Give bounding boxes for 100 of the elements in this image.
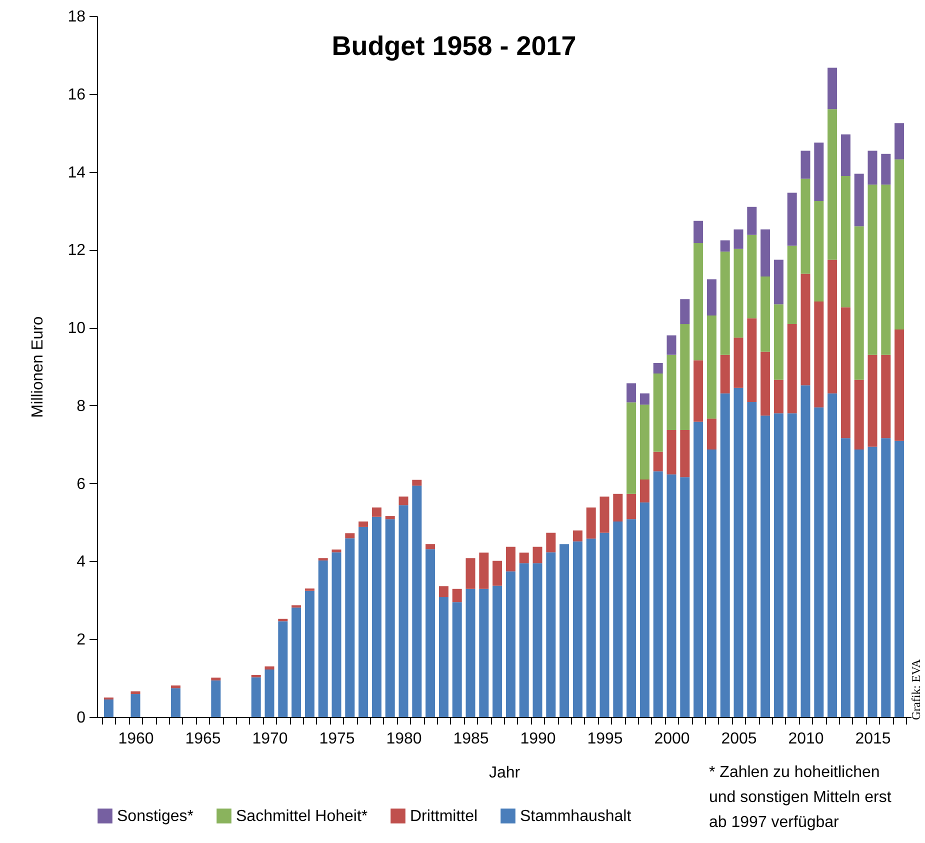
bar (653, 362, 663, 374)
y-tick-label: 18 (68, 8, 86, 26)
bar (840, 438, 850, 717)
bar (854, 380, 864, 450)
bar (130, 691, 140, 694)
bar (452, 602, 462, 717)
bar (426, 549, 436, 717)
bar (760, 352, 770, 416)
bar (854, 174, 864, 226)
x-tick-label: 1995 (587, 730, 623, 748)
bar (572, 530, 582, 542)
bar (104, 699, 114, 717)
bar (600, 496, 610, 533)
bar (680, 324, 690, 430)
x-tick-label: 1975 (319, 730, 355, 748)
legend-label: Stammhaushalt (520, 808, 632, 825)
bar (760, 229, 770, 277)
y-tick-label: 16 (68, 86, 86, 104)
bar (868, 184, 878, 355)
bar (438, 597, 448, 717)
bar (332, 550, 342, 552)
bar (814, 142, 824, 201)
bar (828, 68, 838, 110)
bar (292, 608, 302, 717)
bar (720, 354, 730, 394)
bar (438, 586, 448, 598)
bar (251, 677, 261, 717)
bar (372, 507, 382, 517)
bar (894, 159, 904, 330)
bar (211, 678, 221, 680)
x-tick-label: 1985 (453, 730, 489, 748)
bar (412, 480, 422, 486)
bar (800, 385, 810, 717)
bar (452, 588, 462, 602)
y-tick-label: 2 (76, 632, 86, 649)
bar (479, 588, 489, 717)
y-tick-label: 12 (68, 242, 86, 260)
text: Budget 1958 - 2017 (332, 31, 576, 61)
bar (640, 502, 650, 717)
bar (680, 477, 690, 717)
bar (292, 605, 302, 608)
bar (787, 192, 797, 246)
bar (264, 666, 274, 670)
bar (881, 184, 891, 355)
bar (734, 338, 744, 388)
bar (640, 393, 650, 405)
bar (840, 134, 850, 176)
bar (519, 563, 529, 717)
legend-label: Drittmittel (410, 808, 478, 825)
bar (626, 494, 636, 520)
bar (774, 413, 784, 717)
bar (894, 440, 904, 717)
bar (666, 474, 676, 717)
bar (787, 324, 797, 414)
bar (854, 449, 864, 717)
bar (506, 546, 516, 572)
bar (211, 680, 221, 717)
bar (586, 538, 596, 717)
bar (278, 621, 288, 717)
bar (666, 354, 676, 430)
bar (800, 150, 810, 179)
bar (706, 449, 716, 717)
bar (572, 541, 582, 717)
legend-label: Sonstiges* (117, 808, 194, 825)
bar (854, 226, 864, 380)
bar (760, 276, 770, 352)
bar (372, 516, 382, 717)
bar (666, 430, 676, 474)
bar (532, 546, 542, 564)
bar (506, 571, 516, 717)
bar (706, 279, 716, 316)
y-tick-label: 10 (68, 320, 86, 338)
bar (600, 532, 610, 717)
bar (694, 220, 704, 244)
bar (519, 552, 529, 564)
bar (492, 560, 502, 586)
bar (398, 496, 408, 506)
legend-label: Sachmittel Hoheit* (236, 808, 368, 825)
bar (466, 558, 476, 589)
bar (304, 590, 314, 717)
bar (734, 248, 744, 338)
bar (398, 505, 408, 717)
bar (881, 154, 891, 185)
bar (706, 315, 716, 419)
x-tick-label: 1965 (185, 730, 221, 748)
y-axis-title: Millionen Euro (30, 316, 47, 418)
x-tick-label: 1960 (118, 730, 154, 748)
bar (747, 206, 757, 235)
bar (653, 452, 663, 472)
x-tick-label: 2015 (855, 730, 891, 748)
bar (774, 304, 784, 380)
bar (479, 552, 489, 589)
x-tick-label: 1990 (520, 730, 556, 748)
bar (385, 519, 395, 717)
bar (734, 388, 744, 717)
bar (613, 494, 623, 522)
bar (720, 240, 730, 252)
bar (546, 532, 556, 552)
bar (680, 299, 690, 324)
x-tick-label: 2000 (654, 730, 690, 748)
